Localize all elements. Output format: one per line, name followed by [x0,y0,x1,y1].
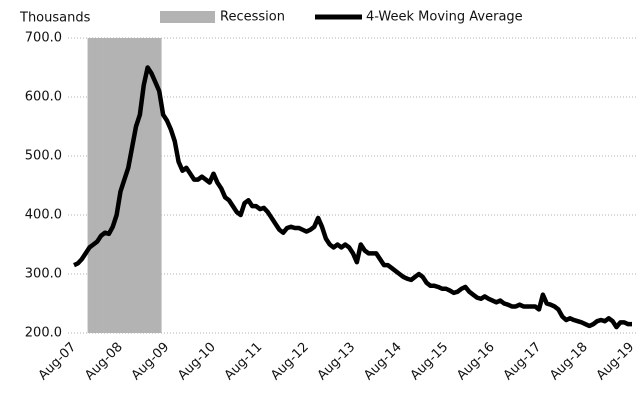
x-tick-label: Aug-08 [82,340,126,384]
recession-band [157,38,162,333]
x-tick-label: Aug-14 [361,340,405,384]
recession-band [130,38,135,333]
recession-band [103,38,108,333]
y-tick-label: 400.0 [25,208,62,223]
recession-band [87,38,92,333]
x-tick-label: Aug-12 [268,340,312,384]
x-tick-label: Aug-10 [175,340,219,384]
recession-band [145,38,150,333]
y-tick-label: 700.0 [25,31,62,46]
x-tick-label: Aug-07 [36,340,80,384]
x-tick-label: Aug-17 [501,340,545,384]
recession-band [149,38,154,333]
x-tick-label: Aug-18 [547,340,591,384]
y-axis-label: Thousands [19,11,91,26]
y-tick-label: 200.0 [25,326,62,341]
x-tick-label: Aug-11 [222,340,266,384]
moving-average-line [73,65,632,330]
recession-band [106,38,112,333]
legend-label: Recession [220,10,285,25]
recession-band [95,38,100,333]
x-tick-label: Aug-09 [129,340,173,384]
legend-label: 4-Week Moving Average [366,10,523,25]
x-tick-label: Aug-13 [315,340,359,384]
x-tick-label: Aug-16 [454,340,498,384]
recession-band [126,38,131,333]
legend-swatch [160,11,215,23]
y-tick-label: 500.0 [25,149,62,164]
x-tick-label: Aug-19 [594,340,638,384]
recession-band [99,38,104,333]
recession-band [134,38,139,333]
y-tick-label: 600.0 [25,90,62,105]
recession-band [141,38,147,333]
y-tick-label: 300.0 [25,267,62,282]
recession-band [110,38,116,333]
recession-band [137,38,143,333]
x-tick-label: Aug-15 [408,340,452,384]
recession-band [91,38,96,333]
recession-band [114,38,119,333]
recession-band [153,38,158,333]
